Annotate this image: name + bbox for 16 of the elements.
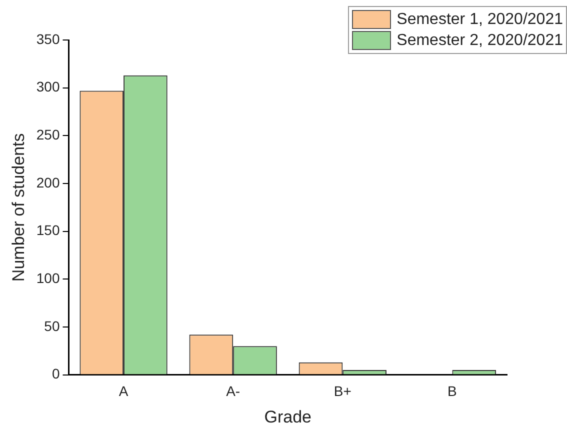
legend-label: Semester 1, 2020/2021 [396, 10, 563, 28]
legend-label: Semester 2, 2020/2021 [396, 32, 563, 50]
y-tick-label: 350 [36, 30, 60, 47]
y-tick-label: 100 [36, 270, 60, 286]
x-axis-title: Grade [264, 407, 312, 426]
x-tick-label: A [118, 383, 129, 400]
y-tick-label: 200 [36, 174, 60, 190]
y-tick-label: 50 [44, 318, 60, 334]
y-tick-label: 250 [36, 126, 60, 143]
y-axis-title: Number of students [8, 133, 28, 282]
x-tick-label: B [448, 383, 457, 400]
y-tick-label: 150 [36, 222, 60, 238]
y-tick-label: 0 [52, 366, 60, 382]
x-tick-label: B+ [334, 383, 352, 400]
x-tick-label: A- [226, 383, 240, 400]
y-tick-label: 300 [36, 78, 60, 95]
